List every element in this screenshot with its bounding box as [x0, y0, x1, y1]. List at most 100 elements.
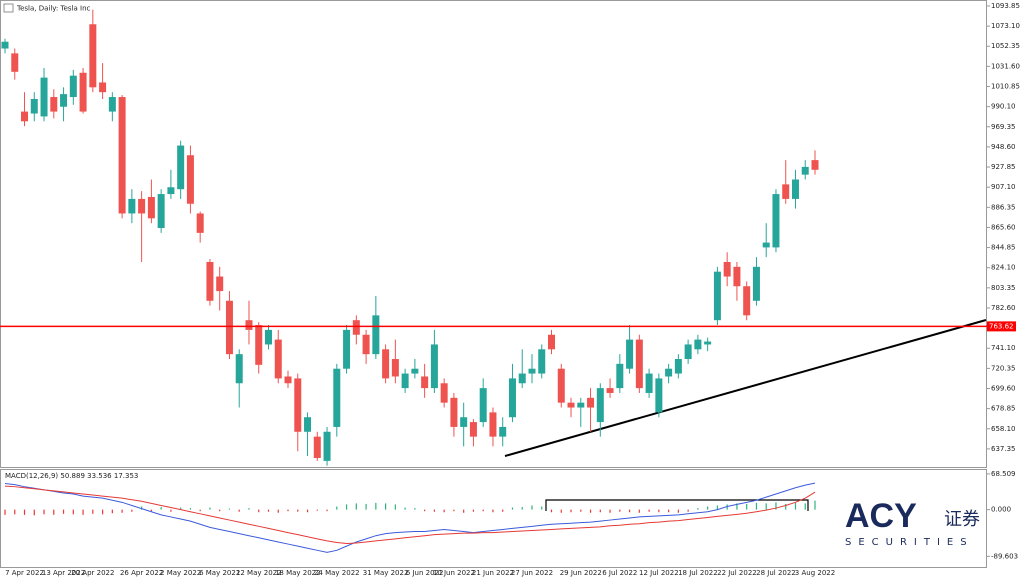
- y-tick-label: 782.60: [991, 304, 1016, 312]
- y-tick-label: 1093.85: [991, 2, 1020, 10]
- x-tick-label: 3 Aug 2022: [795, 569, 835, 577]
- logo-brand: ACY: [845, 497, 917, 535]
- candle-body: [704, 341, 712, 345]
- candle-body: [1, 41, 9, 49]
- candle-body: [216, 276, 224, 292]
- candle-body: [21, 111, 29, 122]
- symbol-icon: [3, 3, 14, 13]
- logo: ACY 证券 SECURITIES: [845, 497, 980, 548]
- logo-tagline: SECURITIES: [845, 537, 974, 548]
- x-tick-label: 26 Apr 2022: [120, 569, 163, 577]
- y-tick-label: 948.60: [991, 143, 1016, 151]
- y-tick-label: 1010.85: [991, 83, 1020, 91]
- candle-body: [713, 271, 721, 321]
- candle-body: [616, 363, 624, 389]
- x-tick-label: 6 Jun 2022: [406, 569, 444, 577]
- x-tick-label: 6 Jul 2022: [602, 569, 637, 577]
- candle-body: [167, 187, 175, 195]
- price-label-box: [987, 321, 1016, 332]
- candle-body: [235, 354, 243, 384]
- y-tick-label: 865.60: [991, 223, 1016, 231]
- candle-body: [274, 339, 282, 379]
- candle-body: [11, 53, 19, 72]
- candle-body: [186, 155, 194, 204]
- candle-body: [30, 98, 38, 114]
- candle-body: [538, 349, 546, 374]
- macd-name: MACD(12,26,9): [5, 472, 58, 480]
- signal-line: [4, 485, 816, 545]
- candle-body: [118, 97, 126, 214]
- candle-body: [762, 242, 770, 248]
- y-tick-label: 844.85: [991, 244, 1016, 252]
- x-tick-label: 10 Jun 2022: [433, 569, 475, 577]
- candle-body: [421, 376, 429, 389]
- x-tick-label: 12 Jul 2022: [639, 569, 679, 577]
- candle-body: [196, 213, 204, 233]
- candle-body: [225, 300, 233, 355]
- candle-body: [372, 315, 380, 355]
- candle-body: [411, 368, 419, 374]
- y-tick-label: 824.10: [991, 264, 1016, 272]
- candle-body: [665, 368, 673, 377]
- candle-body: [255, 325, 263, 365]
- candle-body: [548, 334, 556, 350]
- candle-body: [304, 417, 312, 432]
- candle-body: [684, 344, 692, 360]
- candle-body: [206, 261, 214, 301]
- candle-body: [752, 266, 760, 301]
- x-tick-label: 28 Jul 2022: [756, 569, 796, 577]
- y-tick-label: 907.10: [991, 183, 1016, 191]
- x-tick-label: 31 May 2022: [363, 569, 409, 577]
- candle-body: [294, 378, 302, 432]
- y-tick-label: 969.35: [991, 123, 1016, 131]
- candle-body: [723, 261, 731, 277]
- candle-body: [508, 378, 516, 418]
- y-tick-label: 741.10: [991, 344, 1016, 352]
- x-tick-label: 2 May 2022: [160, 569, 201, 577]
- candle-body: [587, 397, 595, 408]
- y-tick-label: 1031.60: [991, 62, 1020, 70]
- candle-body: [128, 198, 136, 214]
- y-tick-label: -89.603: [991, 552, 1018, 560]
- x-tick-label: 22 Jul 2022: [717, 569, 757, 577]
- candle-body: [450, 397, 458, 427]
- candle-body: [401, 373, 409, 389]
- x-tick-label: 20 Apr 2022: [71, 569, 114, 577]
- candle-body: [489, 412, 497, 437]
- candle-body: [69, 75, 77, 98]
- candle-body: [99, 82, 107, 93]
- x-tick-label: 6 May 2022: [199, 569, 240, 577]
- candle-body: [567, 402, 575, 408]
- candle-body: [791, 179, 799, 199]
- candle-body: [577, 402, 585, 408]
- price-label: 763.62: [989, 322, 1014, 330]
- candle-body: [430, 344, 438, 389]
- candle-body: [460, 417, 468, 427]
- candle-body: [655, 378, 663, 413]
- candle-body: [733, 266, 741, 287]
- candle-body: [157, 194, 165, 229]
- candle-body: [138, 198, 146, 214]
- candle-body: [479, 388, 487, 423]
- candle-body: [606, 388, 614, 393]
- candle-body: [645, 373, 653, 393]
- candle-body: [60, 94, 68, 107]
- x-tick-label: 21 Jun 2022: [472, 569, 514, 577]
- trend-line: [504, 319, 987, 457]
- y-tick-label: 637.35: [991, 445, 1016, 453]
- candle-body: [772, 194, 780, 248]
- x-tick-label: 13 Apr 2022: [42, 569, 85, 577]
- candle-body: [343, 329, 351, 369]
- x-tick-label: 7 Apr 2022: [5, 569, 44, 577]
- candle-body: [362, 334, 370, 355]
- candle-body: [245, 320, 253, 330]
- candle-body: [333, 368, 341, 427]
- candle-body: [782, 184, 790, 199]
- candle-body: [89, 24, 97, 88]
- y-tick-label: 927.85: [991, 163, 1016, 171]
- candle-body: [499, 426, 507, 437]
- main-line: [4, 482, 816, 553]
- y-tick-label: 0.000: [991, 506, 1011, 514]
- y-tick-label: 658.10: [991, 425, 1016, 433]
